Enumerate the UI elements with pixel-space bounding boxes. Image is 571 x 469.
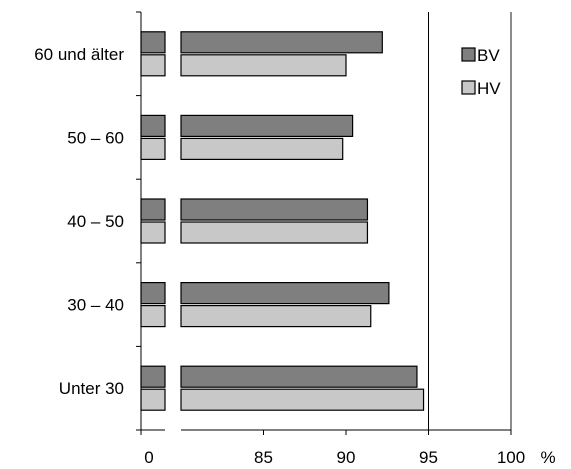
legend-label-hv: HV [477, 79, 501, 98]
bar-stub-hv-2 [140, 221, 166, 244]
axes [136, 11, 512, 435]
bar-bv-0 [180, 31, 383, 54]
x-tick-label-4: 100 [497, 448, 525, 467]
bar-hv-1 [180, 137, 344, 160]
x-tick-label-0: 0 [144, 448, 153, 467]
bar-bv-2 [180, 198, 369, 221]
legend: BV HV [461, 46, 501, 98]
bar-bv-4 [180, 365, 418, 388]
category-label-1: 50 – 60 [67, 128, 124, 147]
bar-hv-2 [180, 221, 369, 244]
bar-stub-hv-1 [140, 137, 166, 160]
bar-bv-3 [180, 282, 390, 305]
bar-stub-bv-1 [140, 114, 166, 138]
bar-stub-hv-0 [140, 54, 166, 77]
x-tick-label-3: 95 [419, 448, 438, 467]
bars [140, 31, 425, 411]
bar-hv-0 [180, 54, 347, 77]
category-label-2: 40 – 50 [67, 212, 124, 231]
x-tick-label-1: 85 [254, 448, 273, 467]
bar-hv-4 [180, 388, 425, 411]
legend-swatch-bv [461, 47, 476, 62]
bar-stub-hv-3 [140, 305, 166, 328]
bar-hv-3 [180, 305, 372, 328]
bar-stub-bv-3 [140, 282, 166, 305]
bar-stub-bv-2 [140, 198, 166, 221]
bar-stub-bv-4 [140, 365, 166, 388]
bar-stub-hv-4 [140, 388, 166, 411]
category-label-0: 60 und älter [34, 45, 124, 64]
category-label-3: 30 – 40 [67, 296, 124, 315]
legend-label-bv: BV [477, 46, 500, 65]
x-tick-label-2: 90 [337, 448, 356, 467]
category-labels: 60 und älter 50 – 60 40 – 50 30 – 40 Unter 3… [34, 45, 124, 398]
x-unit-label: % [540, 448, 555, 467]
legend-swatch-hv [461, 80, 476, 95]
tick-labels: 0 85 90 95 100% [144, 448, 555, 467]
bar-stub-bv-0 [140, 31, 166, 54]
bar-bv-1 [180, 114, 354, 138]
category-label-4: Unter 30 [59, 379, 124, 398]
